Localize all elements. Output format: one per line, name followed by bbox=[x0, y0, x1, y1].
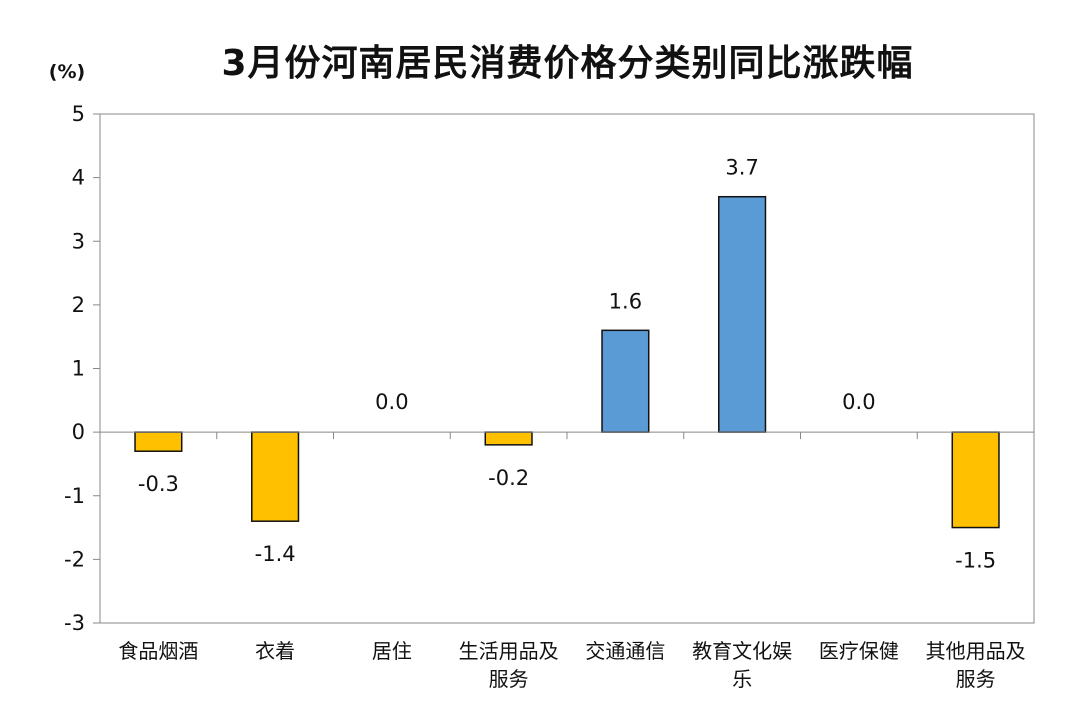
chart-title: 3月份河南居民消费价格分类别同比涨跌幅 bbox=[221, 43, 914, 84]
x-category-label: 其他用品及 bbox=[926, 639, 1026, 663]
y-axis-unit-label: (%) bbox=[49, 61, 85, 83]
data-label: 0.0 bbox=[375, 390, 408, 414]
x-category-label: 服务 bbox=[956, 667, 996, 691]
y-tick-label: 2 bbox=[72, 293, 85, 317]
x-category-label: 乐 bbox=[732, 667, 752, 691]
data-label: 3.7 bbox=[725, 156, 758, 180]
bar bbox=[251, 431, 300, 522]
y-tick-label: -2 bbox=[64, 547, 85, 571]
bar bbox=[718, 195, 767, 433]
y-tick-label: 5 bbox=[72, 102, 85, 126]
x-category-label: 食品烟酒 bbox=[118, 639, 198, 663]
y-tick-label: -3 bbox=[64, 611, 85, 635]
x-category-label: 医疗保健 bbox=[819, 639, 899, 663]
bar bbox=[951, 431, 1000, 529]
data-labels: -0.3 -1.4 0.0 -0.2 1.6 3.7 0.0 -1.5 bbox=[138, 156, 996, 573]
bar bbox=[601, 329, 650, 433]
y-tick-label: 3 bbox=[72, 229, 85, 253]
bar-series bbox=[134, 195, 1000, 529]
x-category-label: 交通通信 bbox=[585, 639, 665, 663]
data-label: -1.5 bbox=[955, 549, 996, 573]
y-tick-label: 4 bbox=[72, 166, 85, 190]
x-category-label: 居住 bbox=[372, 639, 412, 663]
data-label: -1.4 bbox=[255, 542, 296, 566]
y-tick-label: -1 bbox=[64, 484, 85, 508]
y-tick-label: 0 bbox=[72, 420, 85, 444]
bar bbox=[134, 431, 183, 452]
x-category-label: 服务 bbox=[489, 667, 529, 691]
plot-area-frame bbox=[99, 113, 1035, 624]
x-category-label: 教育文化娱 bbox=[692, 639, 792, 663]
y-axis: 5 4 3 2 1 0 -1 -2 -3 bbox=[64, 102, 918, 635]
x-category-label: 生活用品及 bbox=[459, 639, 559, 663]
data-label: -0.3 bbox=[138, 472, 179, 496]
y-tick-label: 1 bbox=[72, 357, 85, 381]
bar bbox=[484, 431, 533, 446]
x-category-label: 衣着 bbox=[255, 639, 295, 663]
data-label: 0.0 bbox=[842, 390, 875, 414]
data-label: -0.2 bbox=[488, 466, 529, 490]
data-label: 1.6 bbox=[609, 289, 642, 313]
